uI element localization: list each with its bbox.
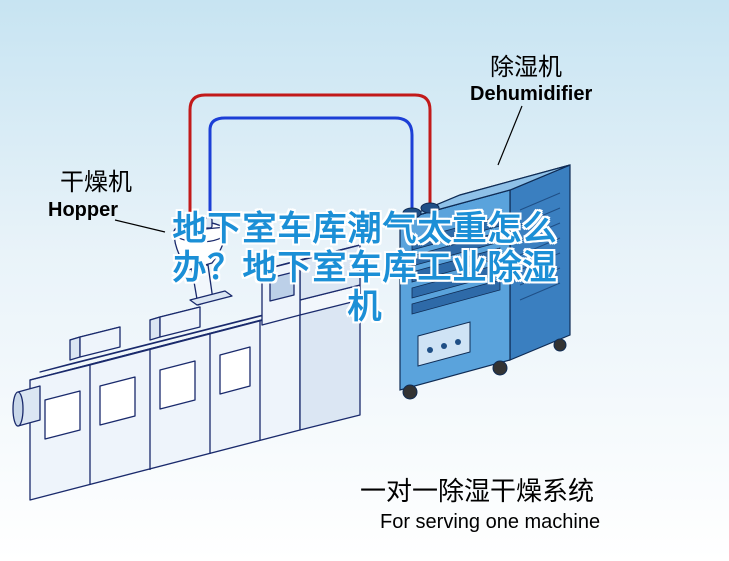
- overlay-title-line3: 机: [348, 288, 383, 326]
- diagram-stage: 干燥机 Hopper 除湿机 Dehumidifier: [0, 0, 729, 561]
- dehumidifier-label-zh: 除湿机: [490, 54, 562, 81]
- dehumidifier-label-en: Dehumidifier: [470, 83, 592, 105]
- barrel-end: [13, 386, 40, 426]
- system-title-en: For serving one machine: [380, 511, 600, 533]
- dryer-label-en: Hopper: [48, 199, 118, 221]
- system-title-zh: 一对一除湿干燥系统: [360, 476, 594, 506]
- overlay-title-line2: 办？地下室车库工业除湿: [173, 249, 558, 287]
- system-caption: 一对一除湿干燥系统 For serving one machine: [360, 476, 600, 533]
- dryer-label-zh: 干燥机: [60, 169, 132, 196]
- overlay-title: 地下室车库潮气太重怎么 办？地下室车库工业除湿 机: [115, 210, 615, 327]
- overlay-title-line1: 地下室车库潮气太重怎么: [173, 210, 558, 248]
